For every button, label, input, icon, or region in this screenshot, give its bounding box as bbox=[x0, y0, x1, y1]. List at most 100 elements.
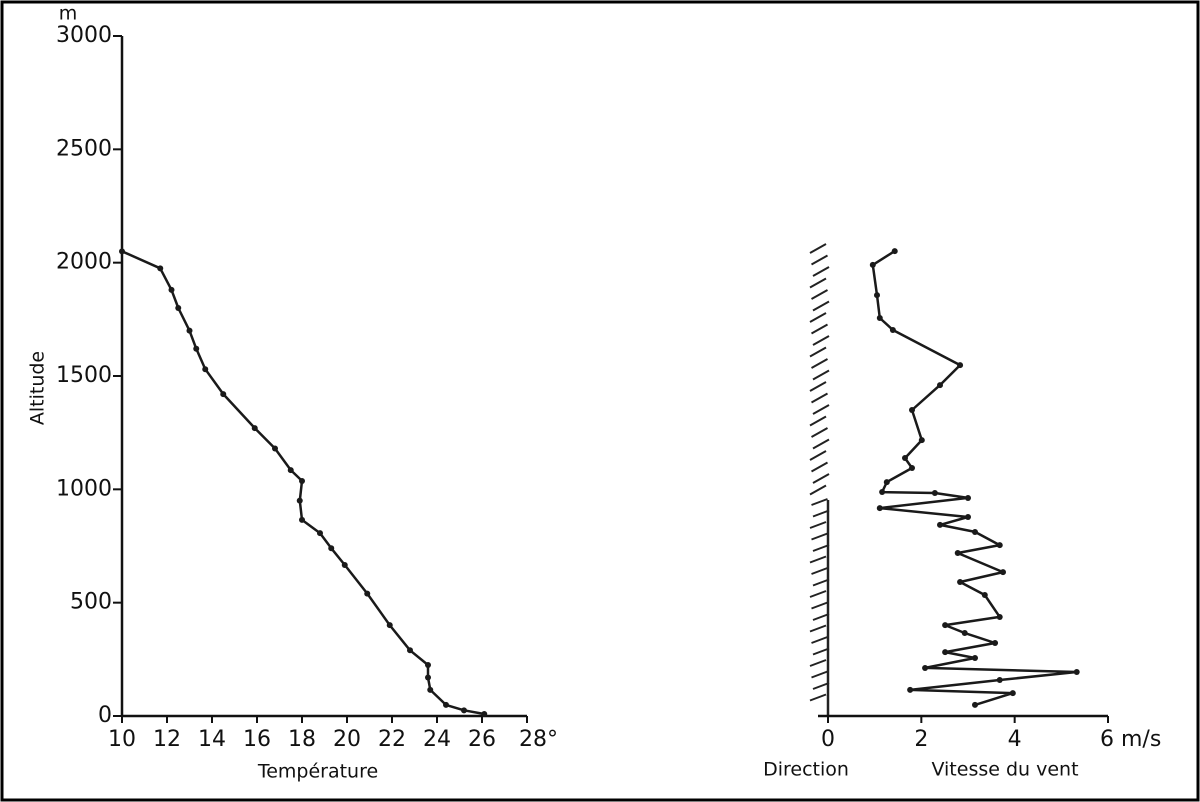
direction-barb bbox=[809, 624, 827, 633]
data-point bbox=[1073, 669, 1080, 676]
data-point bbox=[942, 649, 949, 656]
data-point bbox=[364, 590, 371, 597]
direction-barb bbox=[809, 243, 827, 254]
direction-barb bbox=[812, 544, 830, 552]
data-point bbox=[942, 622, 949, 629]
direction-barb bbox=[809, 693, 827, 702]
data-point bbox=[481, 710, 488, 717]
data-point bbox=[1009, 690, 1016, 697]
direction-barb bbox=[812, 578, 830, 587]
direction-barb bbox=[809, 450, 827, 461]
x-tick-label: 14 bbox=[198, 727, 226, 752]
direction-barb bbox=[809, 521, 827, 529]
data-point bbox=[193, 345, 200, 352]
direction-barb bbox=[811, 427, 828, 438]
direction-barb bbox=[812, 682, 830, 690]
x-tick-label: 28° bbox=[519, 727, 558, 752]
x-tick-label: 4 bbox=[1008, 727, 1022, 752]
direction-barb bbox=[812, 335, 830, 346]
direction-barb bbox=[811, 358, 828, 369]
data-point bbox=[869, 261, 876, 268]
data-point bbox=[972, 701, 978, 708]
data-point bbox=[317, 530, 323, 537]
y-unit: m bbox=[59, 3, 78, 25]
data-point bbox=[889, 326, 896, 333]
direction-barb bbox=[811, 498, 828, 506]
direction-barb bbox=[812, 613, 830, 621]
data-point bbox=[175, 305, 182, 311]
direction-barb bbox=[809, 484, 827, 496]
data-point bbox=[443, 701, 449, 708]
direction-barb bbox=[811, 289, 828, 300]
data-point bbox=[996, 613, 1003, 620]
data-point bbox=[981, 591, 988, 598]
data-point bbox=[972, 654, 978, 661]
direction-barb bbox=[812, 300, 830, 312]
x-tick-label: 18 bbox=[288, 727, 316, 752]
direction-barb bbox=[812, 266, 830, 277]
y-tick-label: 2500 bbox=[56, 136, 112, 161]
data-point bbox=[996, 542, 1003, 549]
data-point bbox=[1000, 569, 1006, 576]
y-tick-label: 500 bbox=[70, 590, 112, 615]
data-point bbox=[876, 314, 883, 321]
data-point bbox=[961, 630, 968, 637]
data-point bbox=[922, 664, 929, 671]
direction-barb bbox=[811, 254, 828, 266]
direction-barb bbox=[809, 590, 827, 598]
data-point bbox=[907, 686, 914, 693]
data-point bbox=[407, 647, 413, 654]
direction-label: Direction bbox=[763, 759, 849, 781]
data-point bbox=[386, 622, 393, 629]
x-tick-label: 24 bbox=[423, 727, 451, 752]
direction-barb bbox=[809, 346, 827, 358]
x-tick-label: 22 bbox=[378, 727, 406, 752]
data-point bbox=[957, 579, 964, 586]
data-point bbox=[992, 640, 999, 647]
x-tick-label: 16 bbox=[243, 727, 271, 752]
data-point bbox=[937, 521, 943, 528]
direction-barb bbox=[811, 670, 828, 679]
data-point bbox=[168, 286, 175, 293]
data-point bbox=[902, 455, 908, 462]
y-tick-label: 0 bbox=[98, 703, 112, 728]
direction-barb bbox=[811, 601, 828, 610]
data-point bbox=[461, 707, 467, 714]
y-tick-label: 1500 bbox=[56, 363, 112, 388]
x-axis-label: Température bbox=[257, 761, 378, 783]
data-point bbox=[272, 445, 278, 452]
direction-barb bbox=[809, 555, 827, 564]
data-point bbox=[287, 467, 294, 474]
x-tick-label: 0 bbox=[821, 727, 835, 752]
data-point bbox=[874, 292, 880, 299]
x-tick-label: 6 m/s bbox=[1100, 727, 1161, 752]
direction-barb bbox=[809, 381, 827, 392]
data-point bbox=[341, 562, 348, 569]
y-tick-label: 2000 bbox=[56, 250, 112, 275]
data-point bbox=[328, 545, 335, 552]
direction-barb bbox=[811, 636, 828, 644]
data-point bbox=[251, 425, 258, 432]
data-point bbox=[883, 479, 890, 486]
direction-barb bbox=[811, 392, 828, 404]
data-point bbox=[918, 437, 925, 444]
data-point bbox=[119, 248, 125, 255]
data-point bbox=[186, 327, 193, 334]
direction-barb bbox=[812, 438, 830, 450]
direction-barb bbox=[812, 473, 830, 484]
data-point bbox=[425, 662, 431, 668]
data-point bbox=[965, 494, 971, 501]
direction-barb bbox=[809, 659, 827, 667]
direction-barb bbox=[812, 369, 830, 381]
data-point bbox=[957, 362, 964, 369]
x-tick-label: 20 bbox=[333, 727, 361, 752]
data-point bbox=[909, 407, 915, 413]
data-point bbox=[965, 513, 971, 520]
y-tick-label: 3000 bbox=[56, 23, 112, 48]
data-point bbox=[876, 505, 883, 512]
data-point bbox=[909, 465, 915, 472]
data-point bbox=[996, 676, 1003, 683]
